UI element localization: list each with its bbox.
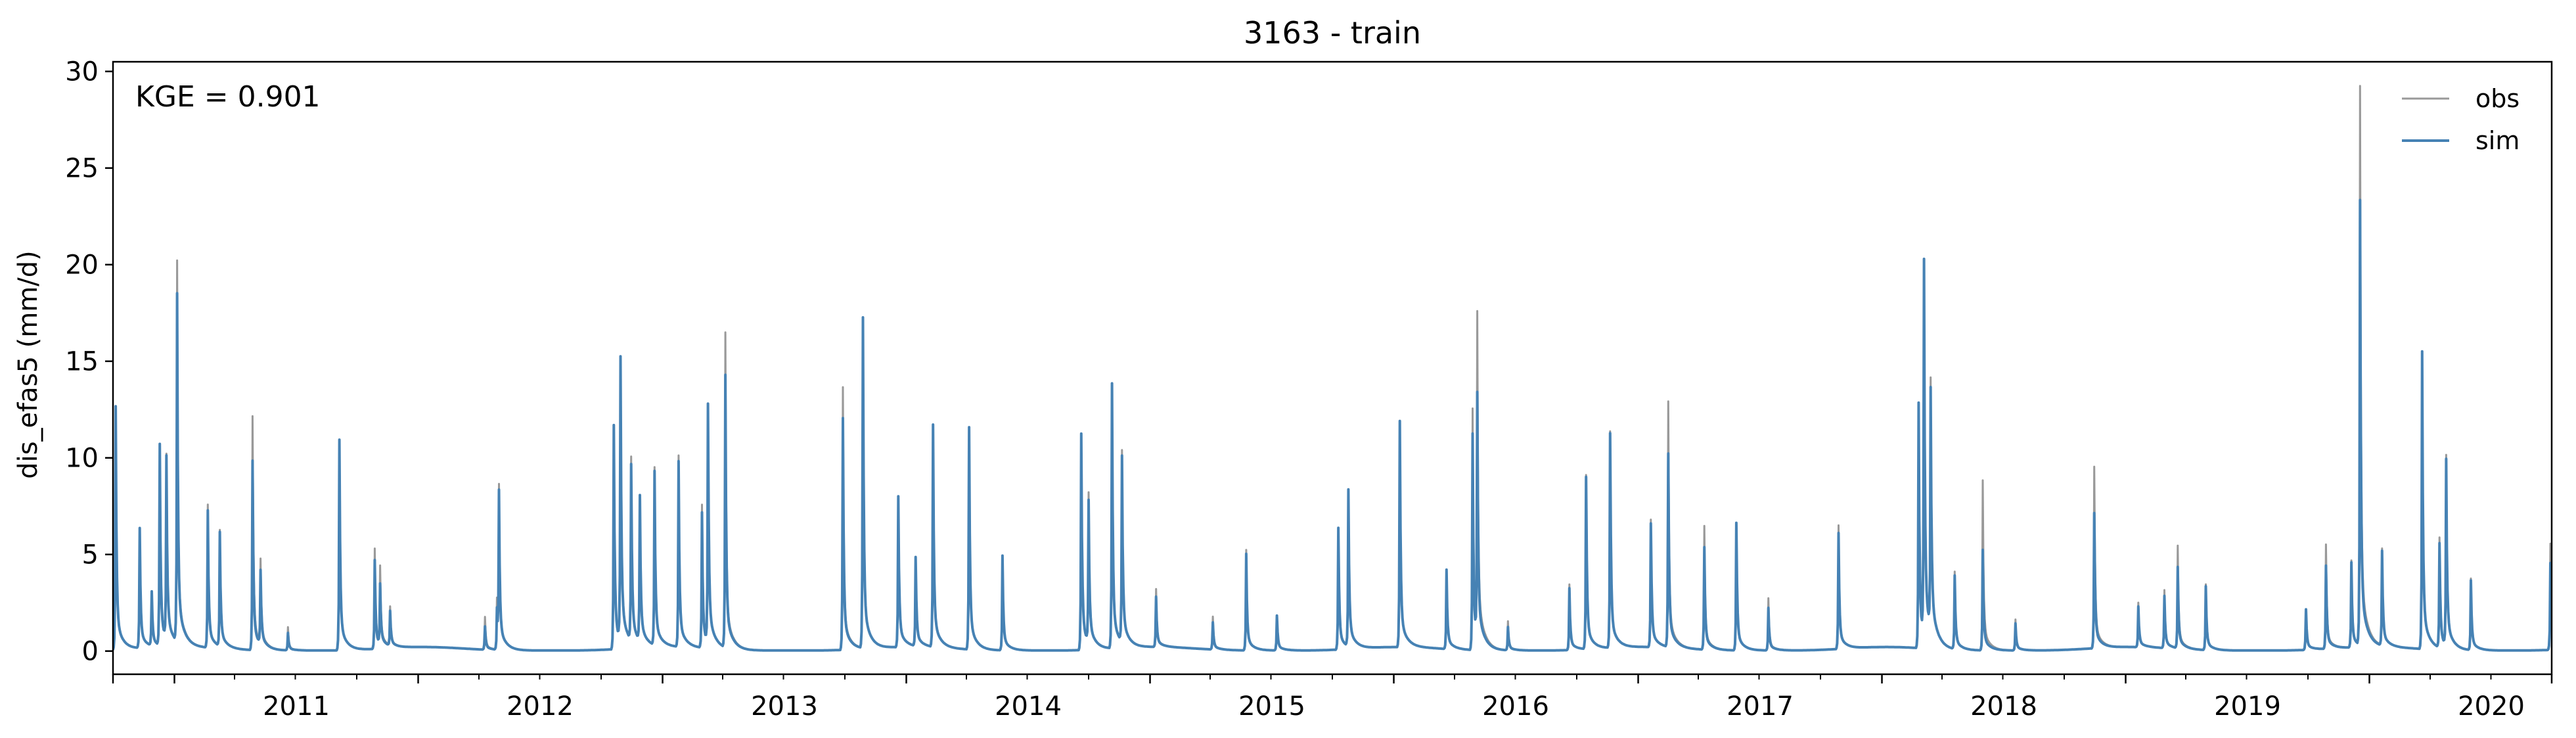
kge-annotation: KGE = 0.901 [135, 80, 321, 114]
x-tick-label: 2014 [995, 691, 1062, 722]
y-tick-label: 0 [82, 637, 99, 667]
x-tick-label: 2020 [2458, 691, 2525, 722]
x-tick-label: 2015 [1238, 691, 1305, 722]
y-axis-label: dis_efas5 (mm/d) [13, 250, 43, 479]
series-sim-line [113, 198, 2552, 652]
legend: obs sim [2402, 84, 2520, 155]
x-tick-label: 2016 [1482, 691, 1549, 722]
y-axis: 0 5 10 15 20 25 30 [65, 57, 113, 667]
x-tick-label: 2018 [1970, 691, 2037, 722]
x-tick-label: 2013 [751, 691, 818, 722]
y-tick-label: 25 [65, 154, 99, 184]
x-tick-label: 2019 [2214, 691, 2281, 722]
x-tick-label: 2017 [1727, 691, 1794, 722]
legend-obs-label: obs [2475, 84, 2520, 113]
y-tick-label: 10 [65, 444, 99, 474]
x-tick-label: 2012 [507, 691, 574, 722]
y-tick-label: 15 [65, 347, 99, 377]
y-tick-label: 20 [65, 250, 99, 281]
y-tick-label: 30 [65, 57, 99, 87]
plot-area [113, 85, 2552, 652]
y-tick-label: 5 [82, 540, 99, 570]
plot-frame [112, 60, 2553, 676]
legend-sim-label: sim [2475, 126, 2520, 155]
x-axis: 2011 2012 2013 2014 2015 2016 2017 2018 2019 2020 [112, 674, 2553, 722]
x-tick-label: 2011 [263, 691, 330, 722]
chart-title: 3163 - train [1244, 15, 1421, 51]
